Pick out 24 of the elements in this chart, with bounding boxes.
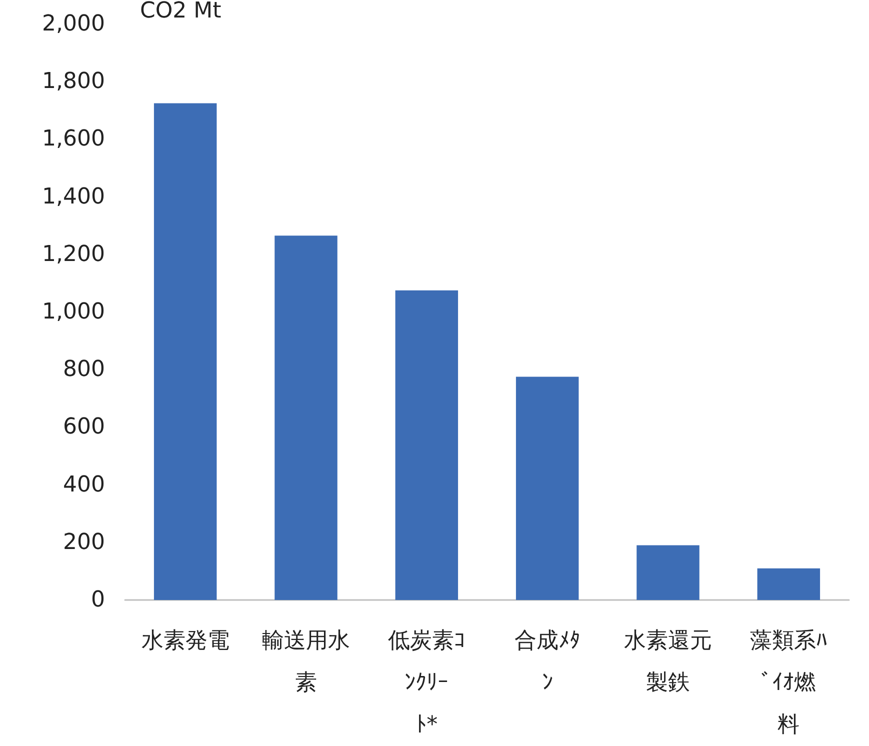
y-tick-label: 1,200 [42, 242, 105, 267]
y-tick-label: 2,000 [42, 12, 105, 36]
y-tick-label: 800 [63, 357, 105, 382]
y-tick-label: 1,400 [42, 184, 105, 210]
bar [516, 376, 579, 600]
y-tick-label: 0 [91, 588, 105, 612]
x-tick-label: 水素発電 [141, 628, 230, 654]
y-tick-label: 400 [63, 472, 105, 498]
bar [757, 568, 820, 600]
y-tick-label: 1,600 [42, 126, 105, 152]
x-tick-label: 輸送用水素 [262, 628, 350, 696]
bar [395, 290, 458, 600]
bar [154, 103, 217, 600]
x-tick-label: 合成ﾒﾀﾝ [514, 628, 580, 696]
y-tick-label: 200 [63, 530, 105, 555]
y-tick-label: 1,800 [42, 69, 105, 94]
bar [636, 545, 700, 600]
y-axis-title: CO2 Mt [140, 0, 222, 24]
y-tick-label: 1,000 [42, 300, 105, 324]
x-tick-label: 水素還元製鉄 [624, 628, 712, 696]
x-tick-label: 藻類系ﾊﾞｲｵ燃料 [750, 628, 828, 738]
y-tick-label: 600 [63, 414, 105, 440]
x-tick-label: 低炭素ｺﾝｸﾘｰﾄ* [388, 628, 466, 738]
bar [274, 236, 338, 600]
